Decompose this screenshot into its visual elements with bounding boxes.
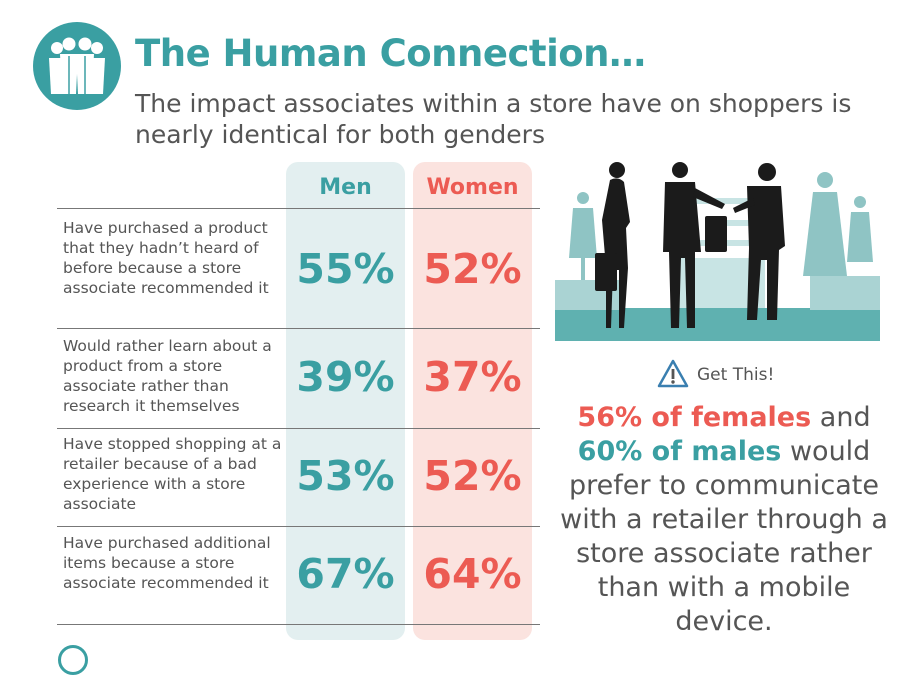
row-label-2: Would rather learn about a product from … — [63, 337, 272, 415]
row-2-men-value: 39% — [296, 353, 395, 401]
table-divider — [57, 526, 540, 527]
men-column-header: Men — [319, 175, 372, 200]
row-1-men-value: 55% — [296, 245, 395, 293]
row-label-3: Have stopped shopping at a retailer beca… — [63, 435, 282, 513]
table-divider — [57, 624, 540, 625]
page-subtitle: The impact associates within a store hav… — [135, 89, 852, 149]
callout-text: 56% of females and 60% of males would pr… — [556, 401, 892, 639]
get-this-label: Get This! — [697, 365, 775, 385]
callout-rest: would prefer to communicate with a retai… — [560, 436, 888, 637]
male-stat: 60% of males — [577, 436, 782, 467]
callout-and: and — [819, 402, 871, 433]
women-column-background — [413, 162, 532, 640]
men-column-background — [286, 162, 405, 640]
row-4-women-value: 64% — [423, 550, 522, 598]
row-3-women-value: 52% — [423, 452, 522, 500]
page-title: The Human Connection… — [135, 32, 646, 75]
get-this-badge — [657, 358, 807, 390]
women-column-header: Women — [426, 175, 519, 200]
table-divider — [57, 208, 540, 209]
female-stat: 56% of females — [577, 402, 812, 433]
row-label-4: Have purchased additional items because … — [63, 534, 271, 592]
table-divider — [57, 428, 540, 429]
row-2-women-value: 37% — [423, 353, 522, 401]
decorative-circle — [58, 645, 88, 675]
people-group-icon — [33, 22, 121, 110]
shoppers-illustration — [555, 158, 880, 341]
row-4-men-value: 67% — [296, 550, 395, 598]
row-1-women-value: 52% — [423, 245, 522, 293]
warning-icon — [657, 359, 689, 388]
table-divider — [57, 328, 540, 329]
row-label-1: Have purchased a product that they hadn’… — [63, 219, 269, 297]
row-3-men-value: 53% — [296, 452, 395, 500]
